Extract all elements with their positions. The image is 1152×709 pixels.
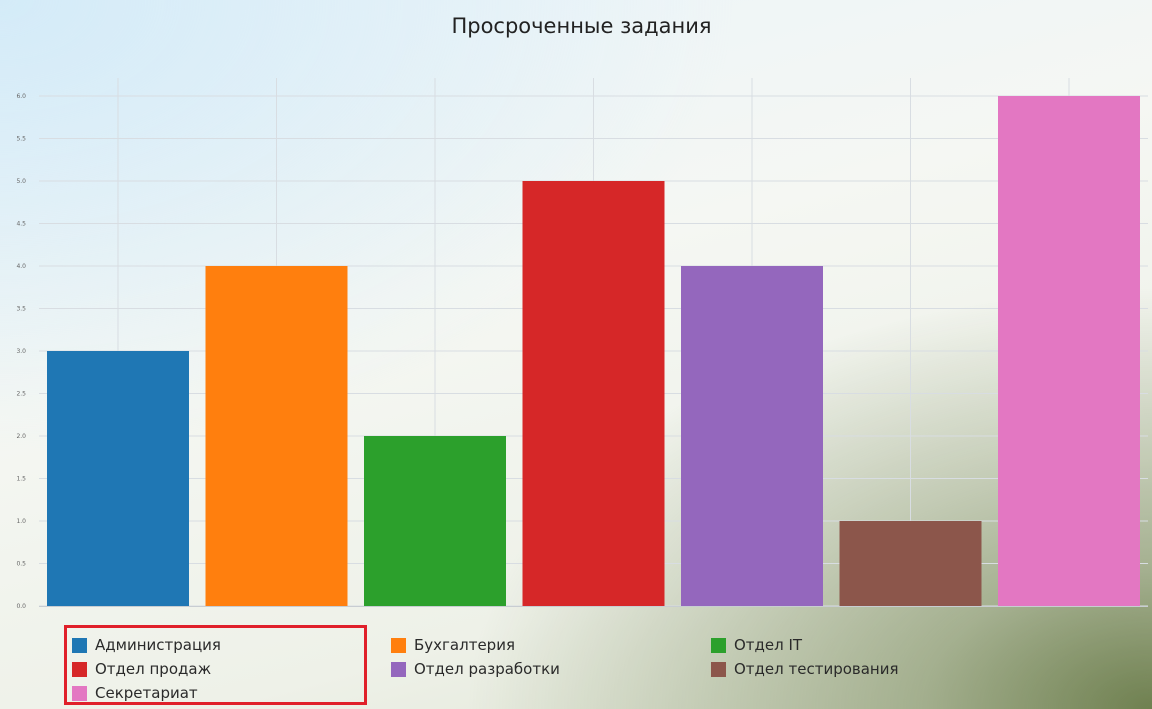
bar-4[interactable] — [522, 181, 665, 606]
y-tick-label: 1.0 — [16, 518, 26, 525]
y-tick-label: 4.0 — [16, 263, 26, 270]
chart-title: Просроченные задания — [451, 14, 712, 38]
legend-swatch — [72, 685, 87, 701]
legend-swatch — [72, 637, 87, 653]
legend-swatch — [391, 661, 406, 677]
legend-item[interactable]: Бухгалтерия — [391, 635, 515, 655]
bar-3[interactable] — [364, 436, 506, 606]
y-tick-label: 2.0 — [16, 433, 26, 440]
y-tick-label: 0.0 — [16, 603, 26, 610]
bar-5[interactable] — [681, 266, 823, 606]
bar-chart-plot: 0.0 0.5 1.0 1.5 2.0 2.5 3.0 3.5 4.0 4.5 5.0 5.5 6.0 — [16, 78, 1148, 610]
bar-6[interactable] — [839, 521, 982, 606]
y-tick-label: 3.0 — [16, 348, 26, 355]
y-tick-label: 6.0 — [16, 93, 26, 100]
bar-2[interactable] — [205, 266, 348, 606]
legend-swatch — [711, 637, 726, 653]
legend-label: Секретариат — [95, 684, 198, 702]
legend-swatch — [711, 661, 726, 677]
y-tick-label: 5.0 — [16, 178, 26, 185]
legend-swatch — [391, 637, 406, 653]
legend-label: Отдел IT — [734, 636, 803, 654]
legend-label: Отдел продаж — [95, 660, 212, 678]
legend-item[interactable]: Отдел продаж — [72, 659, 211, 679]
y-tick-label: 4.5 — [16, 221, 26, 228]
y-tick-label: 1.5 — [16, 476, 26, 483]
legend-label: Отдел разработки — [414, 660, 560, 678]
legend-item[interactable]: Отдел тестирования — [711, 659, 899, 679]
bar-1[interactable] — [47, 351, 189, 606]
legend-label: Бухгалтерия — [414, 636, 515, 654]
legend-label: Отдел тестирования — [734, 660, 899, 678]
bars — [47, 96, 1140, 606]
legend-item[interactable]: Отдел разработки — [391, 659, 560, 679]
legend-label: Администрация — [95, 636, 221, 654]
legend-highlight-box — [64, 625, 367, 705]
legend-item[interactable]: Секретариат — [72, 683, 198, 703]
y-tick-label: 2.5 — [16, 391, 26, 398]
legend-item[interactable]: Администрация — [72, 635, 221, 655]
legend-item[interactable]: Отдел IT — [711, 635, 802, 655]
y-tick-label: 5.5 — [16, 136, 26, 143]
y-tick-label: 3.5 — [16, 306, 26, 313]
bar-7[interactable] — [998, 96, 1140, 606]
y-tick-label: 0.5 — [16, 561, 26, 568]
legend-swatch — [72, 661, 87, 677]
y-axis: 0.0 0.5 1.0 1.5 2.0 2.5 3.0 3.5 4.0 4.5 5.0 5.5 6.0 — [16, 93, 1148, 610]
